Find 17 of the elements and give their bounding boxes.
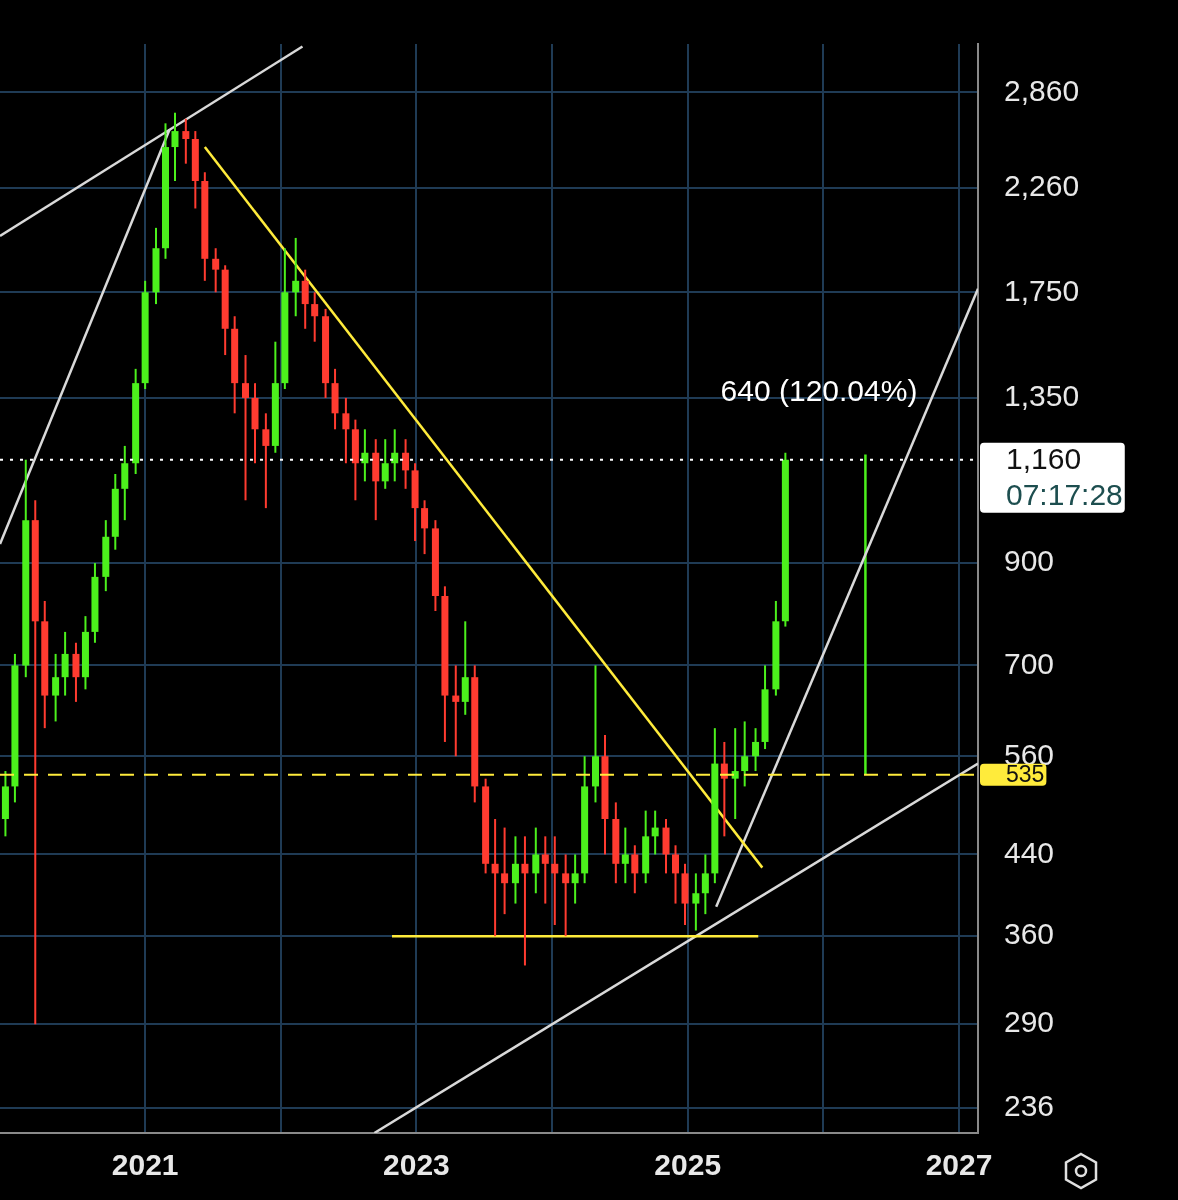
y-tick-label: 700	[1004, 646, 1055, 680]
x-tick-label: 2021	[111, 1148, 179, 1182]
y-tick-label: 236	[1004, 1089, 1055, 1123]
text: 07:17:28	[1006, 477, 1123, 511]
annotation: 640 (120.04%)	[720, 373, 918, 407]
y-tick-label: 290	[1004, 1005, 1055, 1039]
y-tick-label: 360	[1004, 917, 1055, 951]
y-tick-label: 1,350	[1004, 379, 1080, 413]
y-tick-label: 900	[1004, 544, 1055, 578]
y-tick-label: 1,750	[1004, 273, 1080, 307]
y-tick-label: 440	[1004, 835, 1055, 869]
x-tick-label: 2027	[925, 1148, 993, 1182]
y-tick-label: 2,860	[1004, 73, 1080, 107]
y-tick-label: 2,260	[1004, 169, 1080, 203]
x-tick-label: 2023	[383, 1148, 450, 1182]
ref-line-label: 1,160	[1006, 441, 1082, 475]
x-tick-label: 2025	[654, 1148, 722, 1182]
